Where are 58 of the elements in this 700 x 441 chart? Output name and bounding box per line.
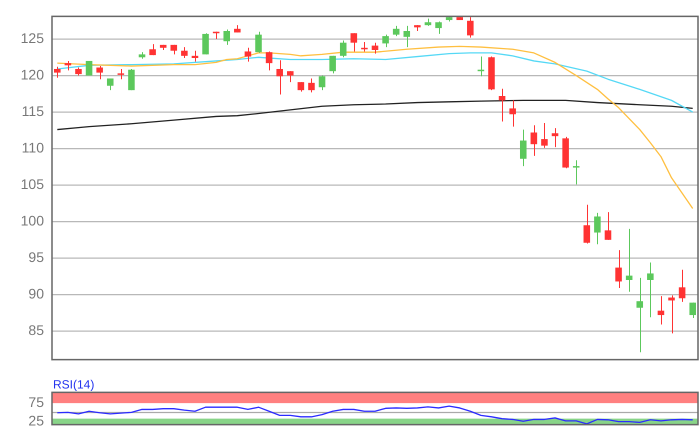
candlestick: [478, 56, 484, 77]
candlestick: [668, 294, 675, 334]
candlestick: [594, 212, 601, 245]
candlestick: [244, 47, 252, 62]
candlestick: [318, 75, 326, 91]
candlestick: [520, 129, 527, 167]
candlestick: [509, 100, 516, 128]
candlestick: [54, 66, 61, 78]
candlestick: [678, 269, 686, 302]
candlestick: [584, 204, 590, 244]
candlestick: [298, 82, 304, 92]
candlestick: [552, 128, 558, 148]
candlestick: [181, 46, 188, 59]
candlestick: [286, 70, 294, 83]
candlestick: [615, 250, 622, 289]
candlestick: [647, 262, 654, 318]
candlestick: [361, 41, 368, 52]
candlestick: [350, 32, 358, 52]
candlestick: [340, 40, 347, 58]
y-tick-label: 120: [20, 66, 44, 82]
candlestick: [467, 16, 474, 38]
candlestick: [96, 66, 103, 80]
y-tick-label: 125: [20, 30, 44, 46]
chart-title: RSI(14): [53, 378, 94, 392]
candlestick: [64, 60, 72, 71]
candlestick: [604, 212, 612, 240]
candlestick: [435, 21, 442, 34]
y-tick-label: 105: [20, 176, 44, 192]
candlestick: [266, 50, 272, 71]
candlestick: [636, 277, 644, 353]
candlestick: [202, 32, 209, 55]
candlestick: [382, 34, 389, 48]
candlestick: [392, 25, 400, 37]
candlestick: [223, 29, 230, 46]
candlestick: [658, 296, 664, 326]
candlestick: [372, 42, 378, 54]
candlestick: [498, 88, 506, 122]
y-tick-label: 95: [28, 248, 44, 265]
candlestick: [276, 60, 283, 96]
candlestick: [308, 78, 315, 93]
y-tick-label: 90: [28, 285, 44, 302]
candlestick: [541, 122, 548, 148]
candlestick: [530, 124, 538, 156]
y-tick-label: 75: [28, 394, 44, 410]
y-tick-label: 25: [28, 412, 44, 428]
candlestick: [403, 25, 410, 48]
y-tick-label: 100: [20, 212, 44, 228]
y-tick-label: 110: [22, 139, 44, 156]
candlestick: [572, 160, 580, 185]
candlestick: [128, 68, 135, 91]
candlestick: [626, 228, 632, 292]
candlestick: [192, 50, 198, 62]
y-tick-label: 85: [28, 322, 44, 338]
candlestick: [329, 55, 336, 74]
candlestick: [255, 31, 262, 54]
candlestick: [689, 302, 696, 318]
candlestick: [118, 68, 124, 80]
y-tick-label: 115: [22, 102, 44, 119]
